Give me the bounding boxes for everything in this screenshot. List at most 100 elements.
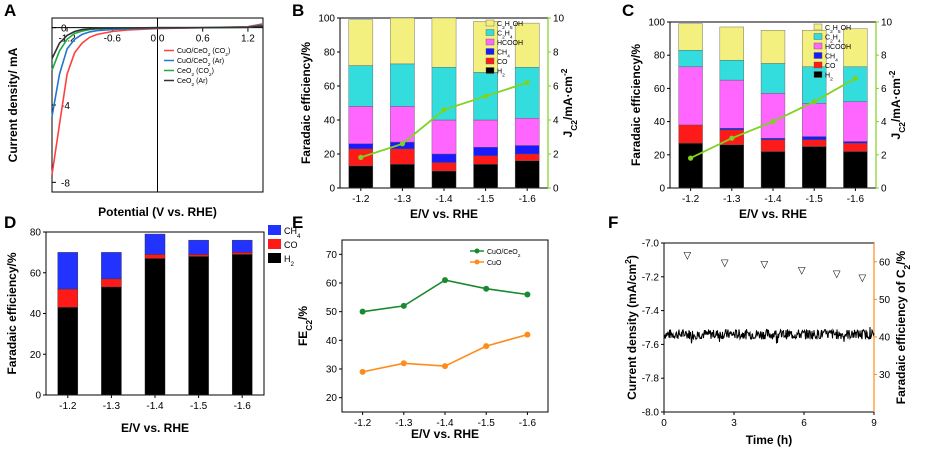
panel-d-legend-label-part: CO <box>284 240 298 250</box>
panel-c-legend-label-part: H <box>833 25 838 32</box>
panel-e-ytick-label: 50 <box>326 307 338 318</box>
panel-b-bar-segment <box>348 165 374 189</box>
panel-b-bar-segment <box>348 106 374 145</box>
panel-f-ytick-label: -7.4 <box>642 306 660 317</box>
panel-f-fe-marker: ▽ <box>760 260 768 271</box>
panel-a-legend-label-part: ) <box>212 68 214 75</box>
panel-d-ytick-label: 80 <box>30 228 42 239</box>
panel-d-legend-swatch <box>268 253 281 263</box>
panel-c-legend-label-part: 2 <box>830 38 833 44</box>
panel-c-bar-segment <box>802 103 827 137</box>
panel-c-bar-segment <box>760 30 786 64</box>
panel-d-bar-segment <box>231 252 253 255</box>
panel-f-label: F <box>608 213 618 232</box>
panel-d-bar-segment <box>57 288 79 308</box>
panel-c-legend-swatch <box>813 42 823 50</box>
panel-b-legend-label: CO <box>497 59 508 66</box>
panel-f-fe-marker: ▽ <box>833 269 841 280</box>
panel-a-xtick-label: -0.6 <box>104 34 122 45</box>
panel-b-bar-segment <box>431 153 457 163</box>
panel-a-ylabel: Current density/ mA <box>6 47 20 162</box>
panel-c-jc2-point <box>811 99 817 105</box>
panel-c-bar-segment <box>719 26 744 61</box>
panel-b-ytick-label: 40 <box>324 116 336 127</box>
panel-a-legend-label-part: 2 <box>208 52 211 58</box>
panel-c-label: C <box>622 1 634 20</box>
panel-b-bar-segment <box>514 160 540 189</box>
panel-d-ytick-label: 40 <box>30 309 42 320</box>
panel-d-ylabel: Faradaic efficiency/% <box>5 252 19 374</box>
panel-d-xtick-label: -1.2 <box>59 401 77 412</box>
panel-b-legend-label-part: 4 <box>507 53 510 59</box>
panel-c-bar-segment <box>802 146 827 189</box>
panel-f-fe-marker: ▽ <box>798 265 806 276</box>
panel-d-label: D <box>4 213 16 232</box>
panel-b-bar-segment <box>514 118 540 146</box>
panel-e-legend-marker <box>474 248 480 254</box>
panel-d-legend-label: CO <box>284 240 298 250</box>
panel-b-legend-label-part: C <box>497 21 502 28</box>
panel-c-xtick-label: -1.2 <box>682 194 700 205</box>
panel-b-bar-segment <box>473 21 498 73</box>
panel-c-legend-label-part: C <box>825 35 830 42</box>
panel-b-y2label-part: C2 <box>569 120 579 131</box>
panel-b-bar-segment <box>348 143 374 150</box>
panel-d-legend-swatch <box>268 239 281 249</box>
panel-c-bar-segment <box>719 79 744 129</box>
panel-a-ytick-label: 0 <box>61 24 67 35</box>
panel-a-ytick-label: -4 <box>61 101 70 112</box>
panel-b-label: B <box>292 1 304 20</box>
panel-f-current-trace <box>663 326 875 344</box>
panel-b-legend-label: HCOOH <box>497 40 523 47</box>
panel-b-bar-segment <box>431 162 457 172</box>
panel-c-legend-label-part: H <box>825 73 830 80</box>
panel-e-legend-label-part: CuO <box>487 260 502 267</box>
panel-c-legend-label-part: H <box>833 35 838 42</box>
panel-c-y2label: JC2/mA·cm-2 <box>887 70 907 139</box>
panel-c-legend-label-part: 2 <box>830 29 833 35</box>
panel-e-point <box>359 308 366 315</box>
panel-b-bar-segment <box>431 119 457 155</box>
panel-c-ytick-label: 0 <box>659 184 665 195</box>
panel-b-xtick-label: -1.2 <box>352 194 370 205</box>
panel-c-bar-segment <box>678 23 703 51</box>
panel-e-ytick-label: 30 <box>326 365 338 376</box>
panel-a-legend-label-part: CuO/CeO <box>177 48 208 55</box>
panel-c-xtick-label: -1.6 <box>847 194 865 205</box>
panel-c-legend-label-part: 4 <box>835 57 838 63</box>
panel-c-bar-segment <box>678 66 703 126</box>
panel-b-y2tick-label: 0 <box>553 184 559 195</box>
panel-a-legend-label-part: (CO <box>210 48 225 55</box>
panel-d-legend-label: CH4 <box>284 226 301 240</box>
panel-b-legend-label-part: 2 <box>502 72 505 78</box>
panel-b-y2tick-label: 8 <box>553 48 559 59</box>
panel-a-legend-label-part: ) <box>228 48 230 55</box>
panel-c-bar-segment <box>843 66 868 102</box>
panel-c-legend-swatch <box>813 61 823 69</box>
panel-f-fe-marker: ▽ <box>683 250 691 261</box>
panel-c-xtick-label: -1.4 <box>764 194 782 205</box>
panel-b-bar-segment <box>514 22 540 68</box>
panel-e-point <box>400 302 407 309</box>
panel-e-ytick-label: 40 <box>326 336 338 347</box>
panel-c-ytick-label: 40 <box>654 117 666 128</box>
panel-c-legend-swatch <box>813 33 823 40</box>
panel-e-xtick-label: -1.4 <box>436 418 454 429</box>
panel-e-ytick-label: 60 <box>326 279 338 290</box>
panel-c-bar-segment <box>760 151 786 189</box>
panel-b-bar-segment <box>514 67 540 119</box>
panel-e-ylabel-part: C2 <box>304 320 314 331</box>
panel-c-legend-label: C2H5OH <box>825 25 851 35</box>
panel-a-legend-label-part: 2 <box>191 72 194 78</box>
panel-b-legend-swatch <box>485 38 495 46</box>
panel-b-bar-segment <box>473 155 498 165</box>
panel-d-legend-label-part: CH <box>284 226 297 236</box>
panel-c-y2tick-label: 0 <box>881 184 887 195</box>
panel-b-y2label-part: -2 <box>559 68 569 76</box>
panel-d-xtick-label: -1.3 <box>103 401 121 412</box>
panel-c-bar-segment <box>678 124 703 144</box>
panel-e-legend-label-part: CuO/CeO <box>487 249 518 256</box>
panel-d-legend-swatch <box>268 225 281 235</box>
